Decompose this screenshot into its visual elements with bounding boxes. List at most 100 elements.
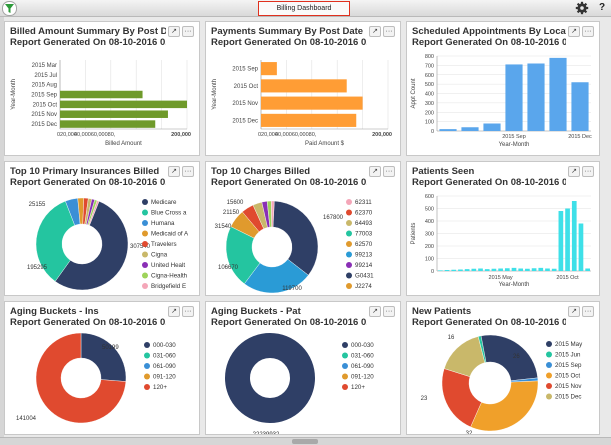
legend-label: J2274	[355, 283, 372, 290]
donut-chart: 16 26 23 32 2015 May 2015 Jun 2015 Sep 2015 Oct…	[421, 334, 583, 434]
column-bar	[565, 208, 570, 271]
y-tick-label: 700	[425, 63, 434, 69]
expand-panel-button[interactable]: ↗	[568, 26, 580, 37]
legend-label: 2015 Jun	[555, 352, 581, 359]
data-label: 167800	[323, 215, 344, 221]
panel-subtitle: Report Generated On 08-10-2016 0...	[412, 317, 566, 328]
legend-label: 99214	[355, 262, 373, 269]
column-bar	[531, 268, 537, 271]
panel-charges: Top 10 Charges Billed Report Generated On…	[205, 161, 401, 296]
x-axis-label: Year-Month	[499, 142, 530, 148]
donut-chart: 50199 141004 000-030 031-060 061-090 091-120 1…	[16, 332, 176, 424]
panel-menu-button[interactable]: ···	[582, 166, 594, 177]
horizontal-scrollbar[interactable]	[0, 437, 611, 445]
expand-panel-button[interactable]: ↗	[568, 166, 580, 177]
panel-billed-amount: Billed Amount Summary By Post D... Report…	[4, 21, 200, 156]
legend-swatch	[346, 251, 352, 258]
panel-subtitle: Report Generated On 08-10-2016 0...	[10, 317, 166, 328]
chart-patients-seen: 0 100 200 300 400 500 600 2015 May 2015 Oct Year-…	[411, 194, 591, 288]
panel-subtitle: Report Generated On 08-10-2016 0...	[412, 37, 566, 48]
legend-swatch	[342, 342, 348, 348]
legend-swatch	[142, 283, 148, 289]
panel-menu-button[interactable]: ···	[383, 166, 395, 177]
panel-heading: Top 10 Primary Insurances Billed	[10, 166, 160, 177]
legend-swatch	[346, 283, 352, 289]
legend-swatch	[346, 241, 352, 247]
legend-label: 061-090	[351, 363, 374, 370]
y-tick-label: 500	[425, 82, 434, 88]
column-bar	[511, 267, 517, 271]
donut-slice	[271, 200, 275, 228]
bar	[261, 96, 363, 110]
expand-panel-button[interactable]: ↗	[168, 306, 180, 317]
legend-label: 031-060	[351, 353, 374, 360]
panel-heading: Billed Amount Summary By Post D...	[10, 26, 166, 37]
expand-panel-button[interactable]: ↗	[369, 306, 381, 317]
panel-heading: Patients Seen	[412, 166, 475, 177]
expand-panel-button[interactable]: ↗	[369, 26, 381, 37]
data-label: 106670	[218, 265, 239, 271]
legend-swatch	[142, 241, 148, 247]
panel-title: Aging Buckets - Ins Report Generated On 0…	[10, 306, 166, 328]
donut-chart: 167800 119700 106670 31540 21150 15600 62311 62…	[215, 199, 374, 294]
panel-title: Top 10 Primary Insurances Billed Report G…	[10, 166, 166, 188]
panel-menu-button[interactable]: ···	[182, 166, 194, 177]
bar	[261, 113, 357, 127]
expand-panel-button[interactable]: ↗	[168, 26, 180, 37]
expand-panel-button[interactable]: ↗	[369, 166, 381, 177]
panel-menu-button[interactable]: ···	[582, 306, 594, 317]
panel-subtitle: Report Generated On 08-10-2016 0...	[211, 317, 367, 328]
legend-label: 000-030	[351, 342, 374, 349]
legend-label: 091-120	[351, 374, 374, 381]
data-label: 23	[421, 396, 428, 402]
panel-menu-button[interactable]: ···	[582, 26, 594, 37]
y-tick-label: 2015 Dec	[31, 122, 57, 128]
y-axis-label: Appt Count	[411, 78, 417, 108]
panel-menu-button[interactable]: ···	[383, 306, 395, 317]
donut-slice	[35, 332, 127, 424]
expand-panel-button[interactable]: ↗	[568, 306, 580, 317]
legend-label: Humana	[151, 220, 175, 227]
column-chart: 0 100 200 300 400 500 600 700 800 2015 Sep 2015 De…	[411, 54, 592, 148]
legend-label: G0431	[355, 273, 374, 280]
column-bar	[518, 268, 524, 271]
help-button[interactable]: ?	[598, 2, 606, 13]
panel-title: Scheduled Appointments By Locat... Report…	[412, 26, 566, 48]
legend-swatch	[342, 352, 348, 359]
y-tick-label: 400	[425, 92, 434, 98]
legend-label: 2015 Dec	[555, 394, 582, 401]
legend-swatch	[346, 209, 352, 216]
legend-label: 2015 Sep	[555, 362, 582, 369]
data-label: 15600	[227, 200, 244, 206]
legend-swatch	[144, 384, 150, 390]
top-toolbar: Billing Dashboard ?	[0, 0, 611, 17]
scrollbar-thumb[interactable]	[292, 439, 318, 444]
column-bar	[471, 268, 477, 271]
column-bar	[525, 268, 530, 271]
column-bar	[571, 201, 577, 271]
panel-new-patients: New Patients Report Generated On 08-10-20…	[406, 301, 600, 435]
y-tick-label: 0	[431, 129, 434, 135]
chart-aging-ins: 50199 141004 000-030 031-060 061-090 091-120 1…	[16, 332, 176, 424]
x-axis-label: Billed Amount	[105, 141, 142, 147]
column-bar	[451, 269, 457, 271]
column-bar	[549, 57, 567, 131]
column-bar	[444, 270, 450, 271]
legend-swatch	[346, 262, 352, 268]
expand-panel-button[interactable]: ↗	[168, 166, 180, 177]
donut-slice	[80, 332, 127, 382]
panel-subtitle: Report Generated On 08-10-2016 0...	[211, 37, 367, 48]
settings-button[interactable]	[575, 1, 589, 15]
panel-title: Aging Buckets - Pat Report Generated On 0…	[211, 306, 367, 328]
donut-slice	[272, 200, 319, 276]
legend-label: Blue Cross a	[151, 210, 187, 217]
filter-button[interactable]	[2, 1, 17, 16]
legend-swatch	[142, 199, 148, 205]
x-tick-label: 2015 Sep	[502, 134, 526, 140]
column-bar	[527, 63, 545, 131]
data-label: 22239932	[253, 432, 280, 435]
panel-menu-button[interactable]: ···	[182, 26, 194, 37]
panel-menu-button[interactable]: ···	[182, 306, 194, 317]
panel-menu-button[interactable]: ···	[383, 26, 395, 37]
y-tick-label: 2015 Sep	[232, 67, 258, 73]
